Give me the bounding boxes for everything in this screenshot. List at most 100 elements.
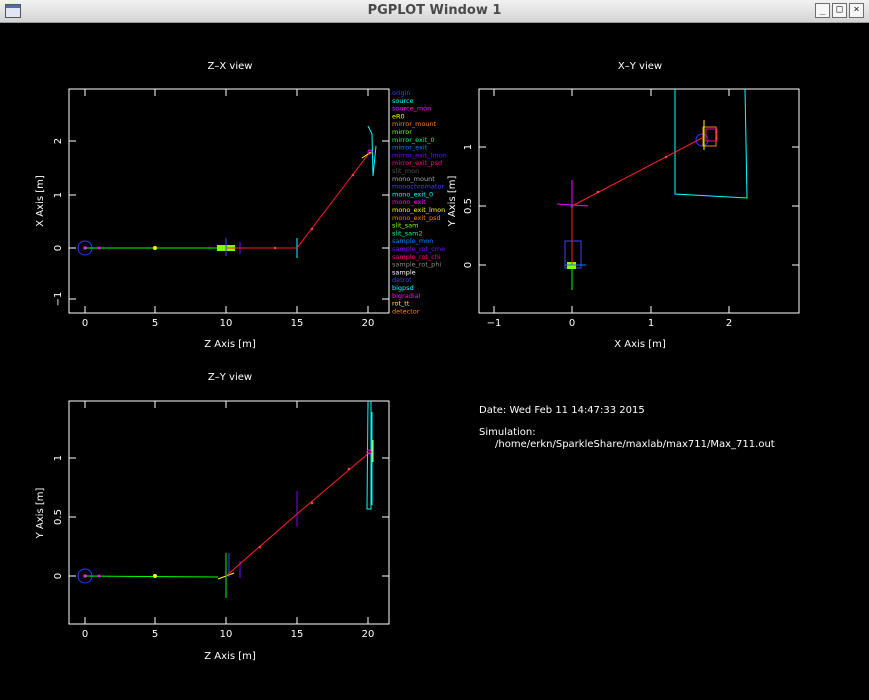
zy-beamline	[77, 400, 374, 598]
xy-title: X–Y view	[618, 61, 662, 72]
zy-xtick: 15	[291, 629, 304, 640]
legend-item-mono-exit-psd: mono_exit_psd	[392, 214, 441, 222]
zy-ytick: 0.5	[53, 509, 64, 525]
zy-monitor-dot	[97, 574, 101, 578]
legend-item-bigradial: bigradial	[392, 292, 421, 300]
xy-ray-dot	[596, 190, 600, 194]
legend-item-sample-mon: sample_mon	[392, 237, 433, 245]
zy-ray-dot	[347, 467, 351, 471]
zy-ray-dot	[258, 545, 262, 549]
zy-xtick: 20	[362, 629, 375, 640]
xy-panel: X–Y view −1 0 1 2 0 0.5 1 X Axis [m] Y A…	[447, 61, 800, 350]
window-app-icon[interactable]	[5, 4, 21, 18]
zx-title: Z–X view	[208, 61, 253, 72]
zx-scatter-ray	[296, 151, 371, 249]
zx-mirror-dot	[153, 246, 157, 250]
zx-xtick: 10	[220, 318, 233, 329]
zy-guide-line	[84, 575, 219, 578]
xy-ray-dot	[664, 155, 668, 159]
zx-det-mark	[361, 151, 372, 159]
legend-item-eR0: eR0	[392, 112, 405, 120]
legend-item-mirror-exit-psd: mirror_exit_psd	[392, 159, 442, 167]
legend-item-mono-exit-lmon: mono_exit_lmon	[392, 206, 445, 214]
zy-det-marker	[366, 449, 372, 455]
minimize-button[interactable]: _	[815, 3, 830, 18]
zx-ytick: 0	[53, 245, 64, 251]
legend-item-slit-sam: slit_sam	[392, 222, 419, 230]
zx-tick-labels: 0 5 10 15 20 −1 0 1 2	[53, 138, 374, 329]
zy-xtick: 10	[220, 629, 233, 640]
zx-detector-outline	[367, 125, 377, 177]
zx-monitor-dot	[97, 246, 101, 250]
close-button[interactable]: ×	[849, 3, 864, 18]
legend-item-detector: detector	[392, 307, 420, 315]
xy-sample-circle	[695, 133, 709, 147]
legend-item-slit-mon: slit_mon	[392, 167, 419, 175]
xy-tick-labels: −1 0 1 2 0 0.5 1	[463, 144, 732, 329]
xy-ticks	[479, 89, 799, 313]
legend-item-mirror-mount: mirror_mount	[392, 120, 437, 128]
zy-ytick: 1	[53, 455, 64, 461]
legend-item-mirror-exit-lmon: mirror_exit_lmon	[392, 151, 447, 159]
zx-xtick: 0	[82, 318, 88, 329]
zy-ytick: 0	[53, 573, 64, 579]
legend-item-monochromator: monochromator	[392, 183, 444, 191]
zx-ylabel: X Axis [m]	[35, 175, 46, 227]
legend-item-slit-sam2: slit_sam2	[392, 229, 423, 237]
xy-scatter-ray	[571, 137, 703, 207]
zy-ray-dot	[310, 501, 314, 505]
plot-svg: Z–X view 0 5 10 15 20 −1 0 1 2 Z Axis [m…	[35, 61, 800, 662]
window-titlebar[interactable]: PGPLOT Window 1 _ □ ×	[0, 0, 869, 23]
info-block: Date: Wed Feb 11 14:47:33 2015 Simulatio…	[479, 405, 775, 450]
zy-xtick: 5	[152, 629, 158, 640]
xy-xtick: 1	[648, 318, 654, 329]
legend-item-mirror: mirror	[392, 128, 412, 136]
zx-ytick: 1	[53, 192, 64, 198]
zy-mirror-dot	[153, 574, 157, 578]
zx-ytick: 2	[53, 138, 64, 144]
zx-legend: originsourcesource_moneR0mirror_mountmir…	[392, 89, 447, 315]
sim-label: Simulation:	[479, 427, 536, 438]
xy-detector-outline	[674, 88, 748, 199]
xy-ytick: 1	[463, 144, 474, 150]
zy-detector-outline	[366, 400, 372, 510]
zx-ray-dot	[351, 173, 355, 177]
zx-ytick: −1	[53, 292, 64, 307]
sim-date: Date: Wed Feb 11 14:47:33 2015	[479, 405, 645, 416]
xy-xtick: 2	[726, 318, 732, 329]
legend-item-sample-rot-phi: sample_rot_phi	[392, 261, 441, 269]
zy-ylabel: Y Axis [m]	[35, 488, 46, 540]
legend-item-sample-rot-cme: sample_rot_cme	[392, 245, 445, 253]
legend-item-mirror-exit: mirror_exit	[392, 144, 428, 152]
legend-item-origin: origin	[392, 89, 411, 97]
xy-det-box	[702, 126, 717, 147]
legend-item-sample-rot-chi: sample_rot_chi	[392, 253, 441, 261]
zy-xlabel: Z Axis [m]	[204, 651, 256, 662]
zx-ray-dot	[310, 227, 314, 231]
zy-tick-labels: 0 5 10 15 20 0 0.5 1	[53, 455, 374, 640]
xy-ytick: 0	[463, 262, 474, 268]
zx-ticks	[69, 89, 389, 313]
legend-item-bigpsd: bigpsd	[392, 284, 414, 292]
legend-item-mono-mount: mono_mount	[392, 175, 435, 183]
zy-scatter-ray	[296, 451, 371, 515]
zx-frame	[68, 88, 390, 314]
xy-xtick: −1	[487, 318, 502, 329]
xy-beamline	[556, 88, 748, 290]
legend-item-sample: sample	[392, 268, 416, 276]
zx-det-marker	[367, 149, 373, 155]
zx-xtick: 20	[362, 318, 375, 329]
zy-ray-segment	[225, 513, 298, 577]
xy-xlabel: X Axis [m]	[614, 339, 666, 350]
legend-item-source-mon: source_mon	[392, 105, 431, 113]
legend-item-rot-tt: rot_tt	[392, 300, 410, 308]
zx-panel: Z–X view 0 5 10 15 20 −1 0 1 2 Z Axis [m…	[35, 61, 447, 350]
maximize-button[interactable]: □	[832, 3, 847, 18]
zx-xtick: 5	[152, 318, 158, 329]
xy-ylabel: Y Axis [m]	[447, 176, 458, 228]
zy-frame	[68, 400, 390, 625]
window-title: PGPLOT Window 1	[367, 3, 502, 18]
xy-xtick: 0	[569, 318, 575, 329]
zy-xtick: 0	[82, 629, 88, 640]
legend-item-mirror-exit-0: mirror_exit_0	[392, 136, 435, 144]
